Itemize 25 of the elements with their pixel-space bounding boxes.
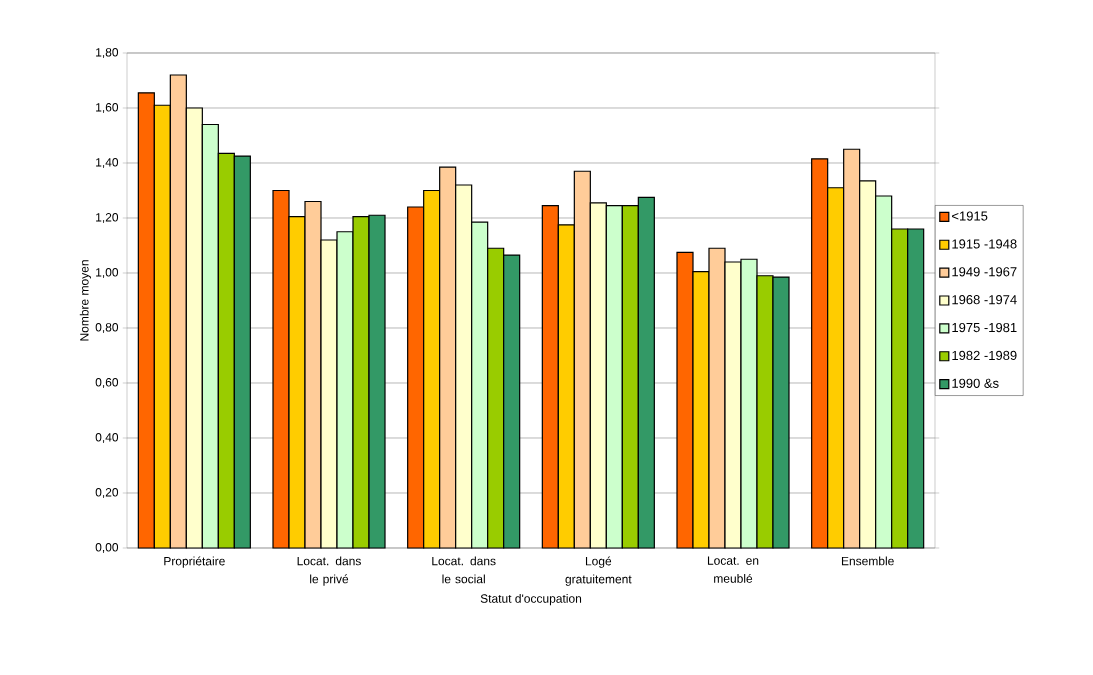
- legend-label: 1968 -1974: [952, 295, 1017, 305]
- legend-label: <1915: [952, 211, 988, 221]
- y-tick-label: 0,20: [95, 488, 119, 498]
- x-tick-label: Locat. dans le privé: [297, 556, 361, 586]
- y-tick-label: 1,00: [96, 268, 119, 278]
- legend-label: 1975 -1981: [952, 322, 1017, 333]
- x-tick-label: Propriétaire: [164, 556, 225, 568]
- legend-label: 1982 -1989: [952, 350, 1017, 361]
- y-tick-label: 1,80: [96, 48, 119, 58]
- x-tick-label: Ensemble: [841, 556, 894, 566]
- y-tick-label: 1,60: [96, 103, 119, 113]
- y-tick-label: 1,40: [96, 158, 119, 168]
- y-tick-label: 0,60: [95, 378, 119, 388]
- y-tick-label: 0,40: [95, 433, 119, 443]
- y-tick-label: 0,00: [95, 543, 119, 553]
- y-axis-title: Nombre moyen: [79, 260, 91, 341]
- legend-label: 1990 &s: [952, 378, 999, 388]
- x-tick-label: Locat. dans le social: [432, 556, 496, 584]
- x-tick-label: Logé gratuitement: [565, 556, 632, 586]
- legend-label: 1915 -1948: [952, 239, 1017, 249]
- y-tick-label: 0,80: [95, 323, 119, 333]
- y-tick-label: 1,20: [96, 213, 119, 223]
- x-axis-title: Statut d'occupation: [480, 593, 582, 606]
- x-tick-label: Locat. en meublé: [707, 556, 759, 583]
- legend-label: 1949 -1967: [952, 267, 1017, 277]
